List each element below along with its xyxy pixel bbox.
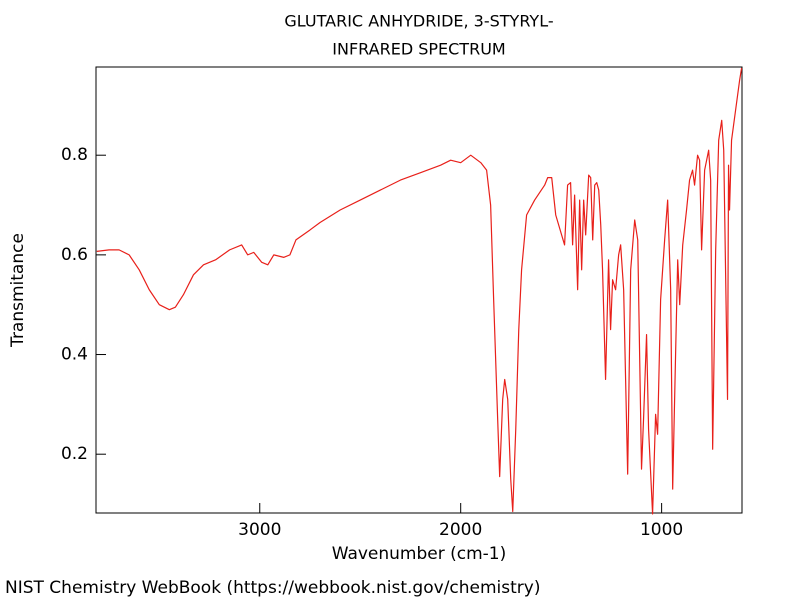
x-tick-label: 3000 — [238, 520, 281, 540]
y-tick-label: 0.6 — [61, 245, 88, 265]
spectrum-line — [96, 67, 743, 515]
x-tick-label: 1000 — [640, 520, 683, 540]
plot-frame — [95, 66, 743, 514]
x-tick-label: 2000 — [439, 520, 482, 540]
chart-title: GLUTARIC ANHYDRIDE, 3-STYRYL- — [284, 12, 553, 31]
y-axis-label: Transmitance — [8, 233, 28, 348]
y-tick-label: 0.8 — [61, 145, 88, 165]
chart-subtitle: INFRARED SPECTRUM — [332, 40, 505, 59]
y-tick-label: 0.2 — [61, 444, 88, 464]
y-tick-label: 0.4 — [61, 345, 88, 365]
x-axis-label: Wavenumber (cm-1) — [332, 544, 507, 564]
footer: NIST Chemistry WebBook (https://webbook.… — [5, 578, 540, 598]
